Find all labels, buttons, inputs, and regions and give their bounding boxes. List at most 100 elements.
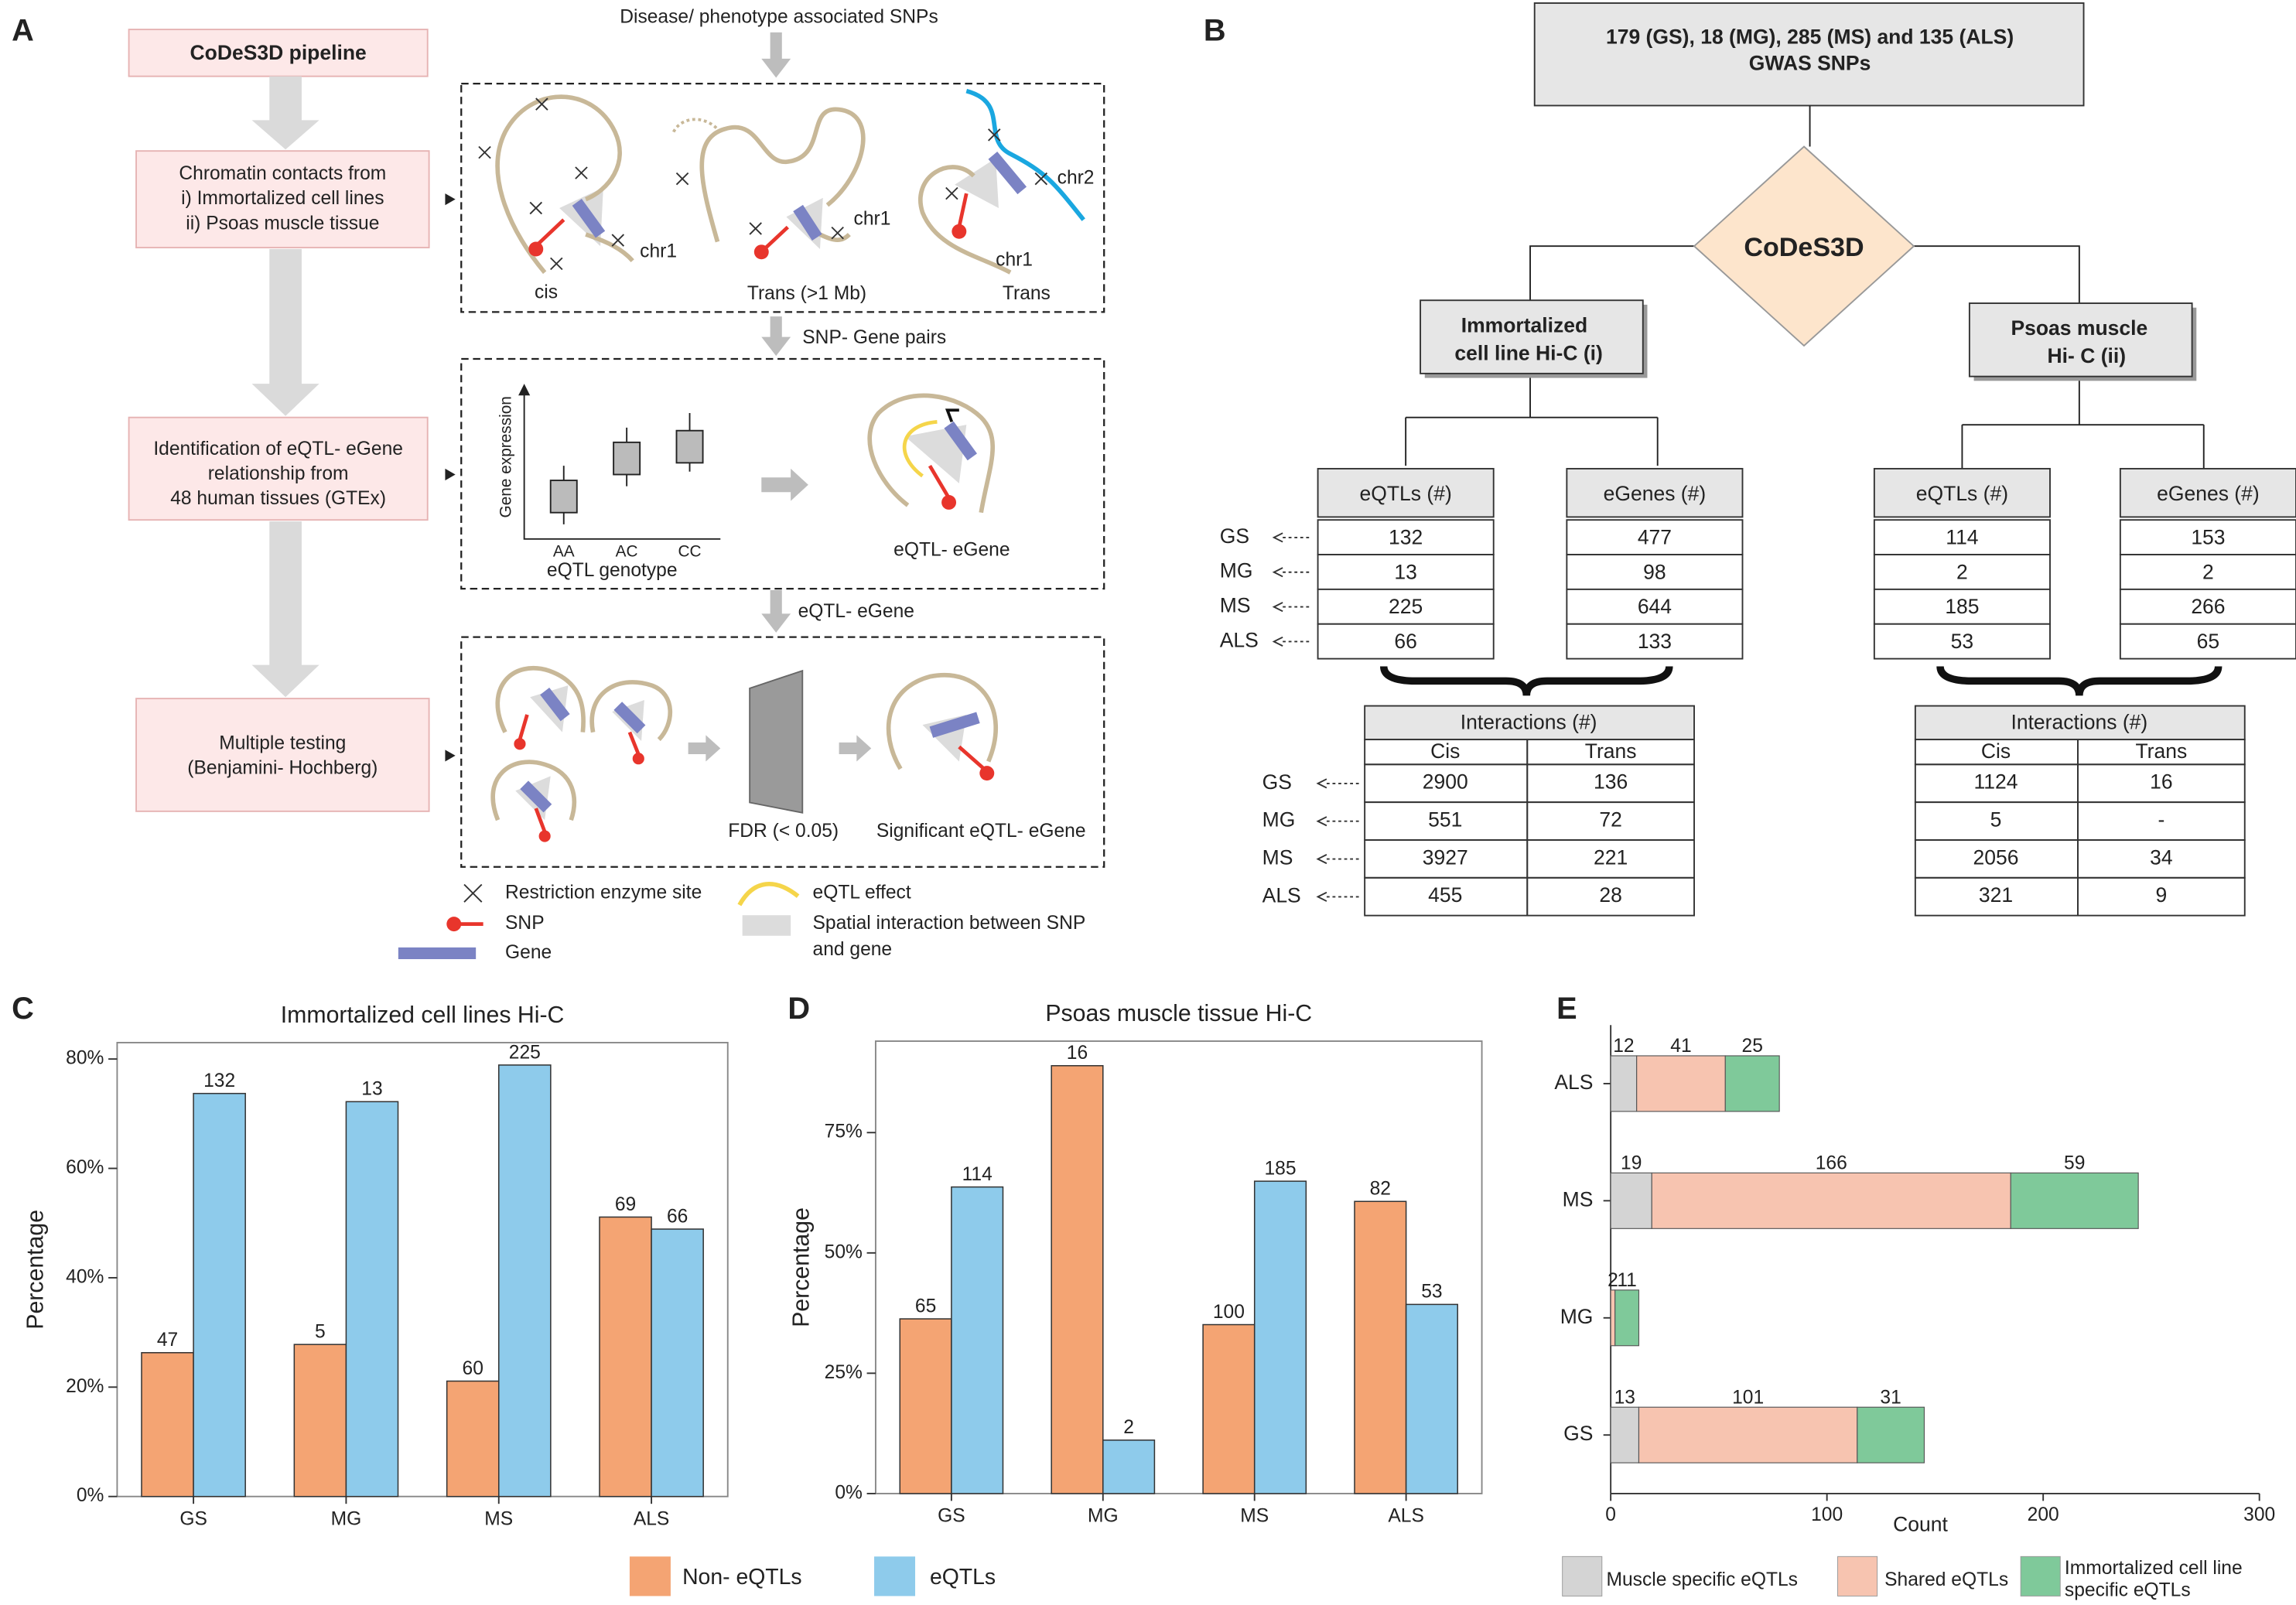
bar — [141, 1352, 194, 1497]
row-label: ALS — [1220, 628, 1259, 651]
step-text: (Benjamini- Hochberg) — [187, 757, 378, 778]
eqtl-box — [460, 357, 1105, 590]
loop — [699, 107, 866, 243]
row-pointer — [1272, 532, 1283, 543]
method-diamond — [1693, 145, 1915, 347]
value-label: 2 — [1608, 1270, 1618, 1291]
value-label: 19 — [1621, 1153, 1642, 1174]
table-row — [1364, 876, 1695, 917]
step-box — [128, 29, 429, 77]
pipeline — [128, 29, 430, 812]
table-subheader — [1364, 739, 1695, 766]
branch-box — [1420, 299, 1644, 374]
arrow — [761, 32, 791, 78]
y-tick-label: 50% — [825, 1241, 863, 1262]
wedge — [955, 158, 999, 208]
x-tick-label: MS — [484, 1509, 513, 1530]
arrow — [761, 590, 791, 633]
value-label: 101 — [1732, 1387, 1764, 1408]
panel-label: E — [1556, 992, 1577, 1026]
panel-label: C — [12, 992, 34, 1026]
row-label: ALS — [1262, 883, 1301, 907]
contact-label: cis — [535, 282, 558, 302]
chart-title: Psoas muscle tissue Hi-C — [1045, 1001, 1312, 1026]
x-tick-label: GS — [938, 1506, 965, 1527]
table-header-text: Cis — [1430, 739, 1460, 763]
chart-title: Immortalized cell lines Hi-C — [281, 1002, 565, 1028]
table-header-text: Interactions (#) — [1461, 710, 1597, 733]
row-pointer — [1272, 636, 1283, 647]
y-tick-label: 75% — [825, 1122, 863, 1142]
step-text: 48 human tissues (GTEx) — [170, 488, 386, 509]
arrow — [251, 76, 319, 150]
table-cell — [2119, 623, 2296, 660]
count-label: 5 — [315, 1322, 326, 1343]
table-cell — [1873, 623, 2051, 660]
table-cell-text: 644 — [1638, 595, 1672, 618]
table-cell-text: 2056 — [1973, 845, 2018, 869]
bar-segment — [1610, 1055, 1638, 1112]
input-text: 179 (GS), 18 (MG), 285 (MS) and 135 (ALS… — [1606, 25, 2014, 48]
bar — [951, 1186, 1004, 1494]
y-tick-label: MS — [1563, 1187, 1594, 1211]
bar-segment — [2010, 1172, 2139, 1229]
value-label: 166 — [1816, 1153, 1847, 1174]
tss — [945, 408, 959, 423]
row-label: GS — [1262, 770, 1292, 794]
table-cell-text: 551 — [1428, 808, 1462, 832]
contact-label: chr1 — [996, 250, 1033, 271]
table-header-text: Interactions (#) — [2011, 710, 2147, 733]
table-cell-text: 477 — [1638, 526, 1672, 549]
table-cell — [1873, 588, 2051, 625]
table-cell — [1566, 554, 1744, 590]
y-tick-label: ALS — [1554, 1071, 1593, 1094]
y-tick-label: 60% — [66, 1157, 104, 1178]
table-cell-text: 98 — [1643, 560, 1666, 583]
step-text: ii) Psoas muscle tissue — [186, 213, 379, 234]
x-tick-label: MS — [1240, 1506, 1269, 1527]
bar — [651, 1228, 704, 1497]
table-cell-text: 2 — [2202, 560, 2214, 583]
bar — [899, 1318, 952, 1494]
bar — [1253, 1180, 1307, 1494]
overview-diagram — [1405, 2, 2205, 469]
row-pointer — [1272, 567, 1283, 578]
table-cell-text: 455 — [1428, 883, 1462, 907]
y-tick-label: 0% — [835, 1482, 863, 1503]
connectors — [1405, 105, 2205, 469]
branch-title: Psoas muscle — [2011, 316, 2147, 340]
legend-label: Spatial interaction between SNP — [813, 913, 1086, 934]
table-cell-text: 72 — [1599, 808, 1621, 832]
table-cell-text: 3927 — [1423, 845, 1468, 869]
table-cell-text: 2900 — [1423, 770, 1468, 794]
table-cell-text: 114 — [1946, 526, 1978, 549]
table-cell-text: 185 — [1945, 595, 1979, 618]
count-label: 114 — [962, 1164, 993, 1185]
snp — [952, 224, 967, 239]
loop — [867, 393, 996, 514]
table-cell — [2119, 554, 2296, 590]
gene — [944, 421, 977, 461]
bar-segment — [1614, 1289, 1640, 1347]
pointer — [445, 193, 456, 206]
x-axis-label: Count — [1893, 1513, 1948, 1536]
flow-label: eQTL- eGene — [798, 601, 914, 622]
bar-segment — [1610, 1289, 1616, 1347]
branch-title: Hi- C (ii) — [2048, 344, 2127, 367]
flow-label: Disease/ phenotype associated SNPs — [620, 6, 938, 27]
table-cell-text: 133 — [1638, 630, 1672, 653]
legend-icon — [463, 883, 483, 903]
step-text: CoDeS3D pipeline — [190, 41, 367, 64]
table-header — [1566, 467, 1744, 518]
branch-box — [1968, 302, 2193, 377]
count-label: 69 — [615, 1194, 636, 1215]
y-tick-label: 40% — [66, 1266, 104, 1287]
legend-icon — [742, 915, 791, 936]
x-tick-label: MG — [331, 1509, 362, 1530]
pointer — [445, 468, 456, 481]
table-header-text: eQTLs (#) — [1916, 482, 2008, 505]
table-cell-text: 34 — [2150, 845, 2172, 869]
table-header — [1914, 705, 2246, 741]
genotype-label: AC — [616, 542, 638, 560]
table-row — [1364, 763, 1695, 804]
